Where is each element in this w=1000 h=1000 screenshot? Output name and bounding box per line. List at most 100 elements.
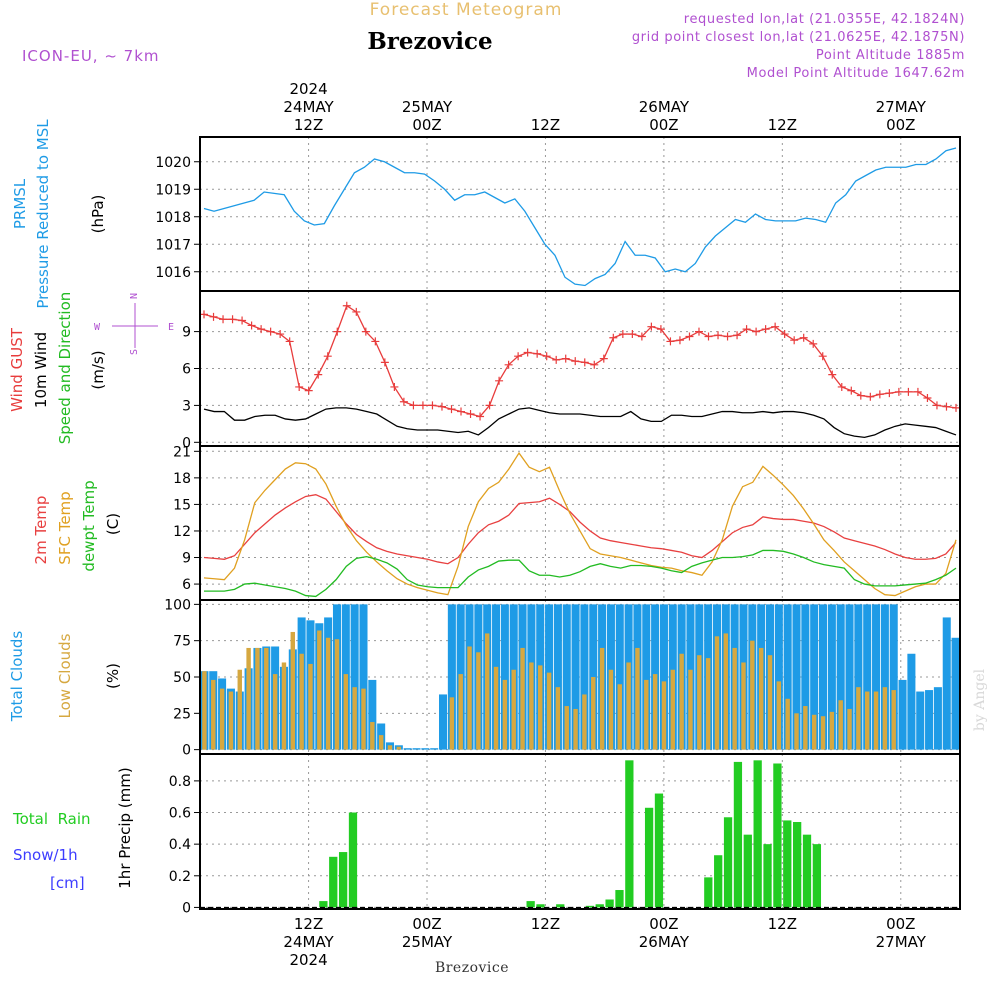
low-cloud-bar bbox=[308, 663, 313, 750]
low-cloud-bar bbox=[370, 722, 375, 750]
gust-marker bbox=[752, 327, 761, 336]
low-cloud-bar bbox=[458, 674, 463, 750]
low-cloud-bar bbox=[237, 669, 242, 750]
gust-marker bbox=[342, 301, 351, 310]
gust-marker bbox=[885, 389, 894, 398]
total-cloud-bar bbox=[421, 748, 430, 750]
gust-label: Wind GUST bbox=[8, 327, 26, 412]
total-cloud-bar bbox=[439, 694, 448, 750]
prmsl-label: PRMSL bbox=[11, 178, 29, 229]
series-wind-gust bbox=[203, 304, 957, 418]
y-tick-label: 1018 bbox=[155, 210, 191, 226]
time-label-top: 24MAY bbox=[283, 98, 334, 116]
rain-bar bbox=[793, 822, 802, 908]
low-cloud-bar bbox=[652, 674, 658, 750]
time-label-top: 12Z bbox=[768, 116, 797, 134]
gust-marker bbox=[856, 391, 865, 400]
low-cloud-bar bbox=[697, 655, 702, 750]
model-point-altitude: Model Point Altitude 1647.62m bbox=[747, 66, 965, 81]
time-label-bottom: 00Z bbox=[649, 915, 678, 933]
low-cloud-bar bbox=[476, 652, 481, 750]
rain-bar bbox=[319, 901, 328, 908]
gust-marker bbox=[266, 327, 275, 336]
watermark: by Angel bbox=[972, 668, 988, 731]
low-cloud-bar bbox=[387, 745, 393, 750]
gust-marker bbox=[314, 370, 323, 379]
low-cloud-bar bbox=[882, 687, 888, 750]
temperature-labels: 2m Temp SFC Temp dewpt Temp (C) bbox=[32, 480, 122, 571]
low-cloud-bar bbox=[776, 681, 782, 750]
low-cloud-bar bbox=[449, 697, 455, 750]
gust-marker bbox=[504, 360, 513, 369]
total-cloud-bar bbox=[350, 604, 359, 750]
total-cloud-bar bbox=[562, 604, 571, 750]
total-cloud-bar bbox=[774, 604, 783, 750]
total-cloud-bar bbox=[872, 604, 881, 750]
low-cloud-bar bbox=[520, 647, 525, 750]
panel-temperature: 6 9 12 15 18 21 bbox=[173, 444, 961, 601]
low-cloud-bar bbox=[829, 711, 835, 750]
rain-bar bbox=[783, 820, 792, 908]
y-tick-label: 6 bbox=[182, 577, 191, 593]
gust-marker bbox=[485, 401, 494, 410]
rain-label: Total Rain bbox=[12, 810, 91, 828]
low-cloud-bar bbox=[396, 746, 402, 750]
gust-marker bbox=[542, 352, 551, 361]
y-tick-label: 0.6 bbox=[169, 806, 191, 822]
series-prmsl bbox=[203, 147, 957, 287]
low-cloud-bar bbox=[838, 700, 843, 750]
low-cloud-bar bbox=[847, 708, 852, 750]
low-cloud-bar bbox=[361, 688, 366, 750]
panel-frame bbox=[199, 136, 961, 292]
low-cloud-bar bbox=[856, 687, 861, 750]
low-cloud-bar bbox=[317, 630, 322, 750]
time-label-bottom: 12Z bbox=[531, 915, 560, 933]
gust-marker bbox=[742, 325, 751, 334]
wind-unit-label: (m/s) bbox=[89, 350, 107, 389]
rain-bar bbox=[556, 904, 565, 908]
gust-marker bbox=[637, 332, 646, 341]
total-cloud-bar bbox=[571, 604, 580, 750]
total-cloud-bar bbox=[810, 604, 819, 750]
y-tick-label: 100 bbox=[164, 597, 191, 613]
gust-marker bbox=[609, 333, 618, 342]
low-cloud-bar bbox=[803, 706, 808, 750]
sfc-temp-label: SFC Temp bbox=[56, 491, 74, 564]
y-tick-label: 0.4 bbox=[169, 837, 191, 853]
gust-marker bbox=[875, 390, 884, 399]
rain-bar bbox=[585, 905, 595, 908]
low-cloud-bar bbox=[573, 708, 578, 750]
gust-marker bbox=[866, 392, 875, 401]
gust-marker bbox=[590, 360, 599, 369]
gust-marker bbox=[466, 410, 475, 419]
y-tick-label: 0 bbox=[182, 435, 191, 451]
low-cloud-bar bbox=[281, 662, 287, 750]
gust-marker bbox=[714, 331, 723, 340]
low-cloud-bar bbox=[688, 669, 693, 750]
rain-bar bbox=[338, 852, 348, 908]
low-cloud-bar bbox=[511, 669, 516, 750]
low-cloud-bar bbox=[493, 666, 499, 750]
gust-marker bbox=[533, 349, 542, 358]
gust-marker bbox=[799, 333, 808, 342]
gust-marker bbox=[418, 401, 427, 410]
total-cloud-bar bbox=[854, 604, 863, 750]
gust-marker bbox=[942, 402, 951, 411]
gust-marker bbox=[666, 337, 675, 346]
gust-marker bbox=[847, 386, 856, 395]
low-cloud-bar bbox=[202, 671, 207, 750]
panel-wind: 0 3 6 9 bbox=[182, 290, 961, 451]
y-tick-label: 0.2 bbox=[169, 869, 191, 885]
rain-bar bbox=[704, 877, 713, 908]
gust-marker bbox=[247, 321, 256, 330]
low-cloud-bar bbox=[538, 665, 543, 750]
rain-bar bbox=[654, 793, 664, 908]
low-cloud-bar bbox=[352, 687, 357, 750]
low-cloud-bar bbox=[228, 691, 234, 750]
model-label: ICON-EU, ~ 7km bbox=[22, 47, 160, 65]
rain-bar bbox=[526, 901, 535, 908]
gust-marker bbox=[200, 310, 208, 319]
low-cloud-bar bbox=[334, 639, 340, 750]
cloud-labels: Total Clouds Low Clouds (%) bbox=[8, 631, 122, 723]
